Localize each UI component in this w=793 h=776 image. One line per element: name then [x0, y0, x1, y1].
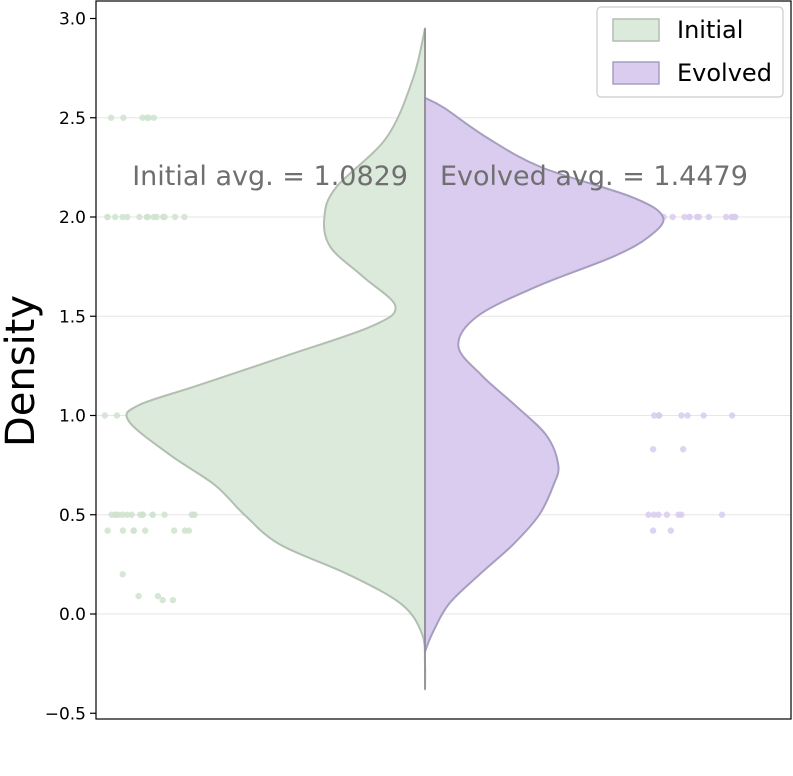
data-point-initial	[101, 412, 109, 419]
violins	[125, 27, 665, 691]
y-tick-label: −0.5	[45, 704, 86, 724]
data-point-initial	[161, 511, 168, 518]
data-point-evolved	[663, 511, 671, 518]
data-point-evolved	[645, 511, 652, 518]
y-axis: −0.5 0.0 0.5 1.0 1.5 2.0 2.5 3.0	[45, 10, 96, 724]
data-point-evolved	[722, 213, 730, 221]
data-point-initial	[135, 592, 142, 600]
data-point-evolved	[700, 412, 707, 419]
data-point-initial	[119, 213, 126, 221]
data-point-initial	[119, 527, 127, 534]
data-point-initial	[111, 511, 118, 518]
data-point-initial	[181, 213, 188, 221]
y-tick-label: 2.0	[59, 208, 86, 228]
data-point-initial	[171, 527, 178, 534]
data-point-initial	[120, 114, 127, 121]
data-point-initial	[154, 592, 162, 600]
legend-swatch-initial	[612, 18, 660, 42]
data-point-initial	[113, 412, 121, 419]
data-point-evolved	[667, 527, 674, 534]
data-point-evolved	[678, 412, 685, 419]
y-tick-label: 0.0	[59, 605, 86, 625]
data-point-evolved	[650, 511, 658, 518]
data-point-initial	[128, 511, 135, 518]
data-point-evolved	[680, 446, 687, 453]
data-point-evolved	[675, 511, 682, 518]
data-point-initial	[112, 213, 119, 221]
y-tick-label: 0.5	[59, 506, 86, 526]
data-point-initial	[139, 114, 146, 121]
data-point-initial	[150, 114, 157, 121]
y-tick-label: 1.0	[59, 407, 86, 427]
data-point-evolved	[718, 511, 726, 518]
data-point-evolved	[669, 213, 676, 221]
data-point-initial	[171, 213, 179, 221]
data-point-initial	[191, 511, 198, 518]
data-point-initial	[104, 527, 111, 534]
y-tick-label: 3.0	[59, 10, 86, 30]
data-point-initial	[119, 511, 126, 518]
data-point-evolved	[732, 213, 739, 221]
data-point-evolved	[695, 213, 703, 221]
data-point-initial	[124, 213, 131, 221]
data-point-initial	[119, 571, 126, 578]
violin-initial	[125, 27, 427, 691]
data-point-initial	[136, 213, 143, 221]
evolved-avg-annotation: Evolved avg. = 1.4479	[440, 161, 748, 192]
data-point-initial	[181, 527, 189, 534]
plot-frame	[95, 0, 792, 720]
data-point-initial	[123, 511, 131, 518]
data-point-initial	[104, 213, 111, 221]
data-point-initial	[143, 213, 150, 221]
data-point-initial	[161, 213, 168, 221]
data-point-evolved	[705, 213, 712, 221]
initial-avg-annotation: Initial avg. = 1.0829	[132, 161, 408, 192]
y-tick-label: 1.5	[59, 307, 86, 327]
data-point-initial	[150, 213, 157, 221]
violin-evolved	[424, 96, 665, 653]
data-point-initial	[159, 596, 166, 604]
data-point-evolved	[686, 213, 693, 221]
data-point-initial	[107, 114, 115, 121]
data-point-evolved	[655, 511, 662, 518]
data-point-initial	[130, 527, 137, 534]
data-point-evolved	[681, 213, 688, 221]
legend: Initial Evolved	[596, 6, 784, 98]
data-point-initial	[149, 511, 156, 518]
data-point-initial	[142, 527, 149, 534]
data-point-evolved	[649, 446, 657, 453]
y-tick-label: 2.5	[59, 109, 86, 129]
data-point-initial	[169, 596, 177, 604]
legend-label-evolved: Evolved	[677, 59, 772, 87]
legend-label-initial: Initial	[677, 16, 743, 44]
data-point-evolved	[684, 412, 691, 419]
data-point-evolved	[655, 412, 663, 419]
data-point-evolved	[649, 527, 657, 534]
data-point-evolved	[651, 412, 658, 419]
y-axis-label: Density	[0, 295, 44, 447]
legend-swatch-evolved	[612, 61, 660, 85]
data-point-evolved	[728, 412, 736, 419]
data-point-initial	[139, 511, 146, 518]
data-point-initial	[145, 114, 152, 121]
